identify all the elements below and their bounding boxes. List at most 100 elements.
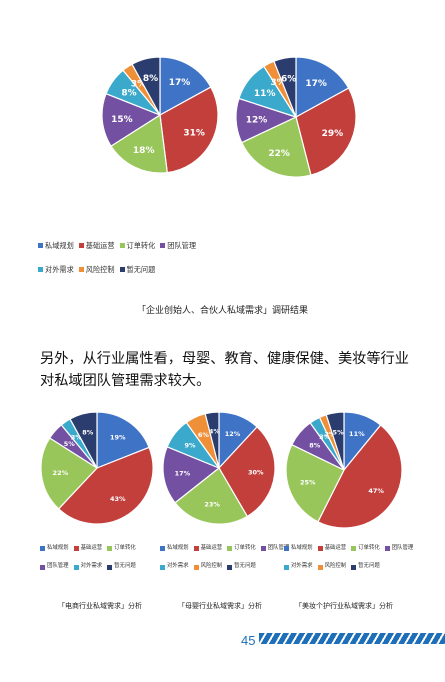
pie-slice-label: 25% bbox=[300, 479, 316, 487]
pie-slice-label: 17% bbox=[305, 79, 327, 89]
pie-chart-founder-2: 17% 29% 22% 12% 11%3%6% bbox=[235, 56, 357, 178]
legend-label: 基础运营 bbox=[85, 241, 115, 250]
top-legend: 私域规划 基础运营 订单转化 团队管理 对外需求 风险控制 暂无问题 bbox=[38, 242, 201, 290]
legend-swatch bbox=[384, 546, 390, 552]
legend-label: 对外需求 bbox=[291, 563, 313, 570]
legend-item: 订单转化 bbox=[119, 241, 156, 250]
legend-row: 对外需求 风险控制 暂无问题 bbox=[38, 266, 201, 273]
pie-chart-ecommerce: 19% 43% 22% 5%3%8% bbox=[40, 411, 154, 525]
legend-label: 团队管理 bbox=[47, 563, 69, 570]
pie-slice-label: 15% bbox=[111, 115, 133, 125]
pie-slice-label: 23% bbox=[204, 501, 220, 509]
pie-slice-label: 43% bbox=[110, 495, 126, 503]
legend-swatch bbox=[73, 564, 79, 570]
legend-item: 团队管理 bbox=[160, 242, 196, 249]
legend-swatch bbox=[351, 564, 357, 570]
legend-label: 风险控制 bbox=[85, 265, 115, 275]
pie-slice bbox=[204, 411, 220, 469]
legend-row: 团队管理 对外需求 暂无问题 bbox=[40, 563, 141, 570]
pie-slice bbox=[40, 437, 98, 510]
pie-slice-label: 3% bbox=[270, 78, 285, 88]
legend-item: 订单转化 bbox=[107, 545, 136, 552]
pie-slice-label: 5% bbox=[64, 440, 76, 448]
legend-swatch bbox=[284, 546, 289, 552]
legend-item: 风险控制 bbox=[78, 265, 115, 275]
legend-row: 私域规划 基础运营 订单转化 团队管理 bbox=[160, 545, 294, 552]
legend-swatch bbox=[107, 564, 113, 570]
legend-swatch bbox=[284, 564, 289, 570]
legend-swatch bbox=[73, 546, 79, 552]
pie-slice-label: 22% bbox=[268, 149, 290, 159]
legend-label: 私域规划 bbox=[291, 545, 313, 551]
legend-label: 对外需求 bbox=[80, 563, 103, 570]
pie-slice bbox=[69, 411, 98, 469]
pie-slice-label: 9% bbox=[184, 441, 196, 449]
pie-slice-label: 8% bbox=[82, 428, 94, 436]
pie-slice bbox=[240, 116, 312, 178]
bottom-legend-ecommerce: 私域规划 基础运营 订单转化 团队管理 对外需求 暂无问题 bbox=[40, 545, 141, 583]
legend-swatch bbox=[227, 546, 233, 552]
legend-row: 私域规划 基础运营 订单转化 bbox=[40, 545, 141, 552]
legend-swatch bbox=[351, 546, 357, 552]
pie-slice bbox=[162, 445, 221, 504]
page-number: 45 bbox=[241, 633, 256, 648]
legend-item: 基础运营 bbox=[193, 545, 223, 552]
legend-item: 暂无问题 bbox=[119, 265, 156, 275]
legend-item: 私域规划 bbox=[160, 545, 189, 552]
legend-swatch bbox=[160, 243, 166, 249]
top-caption: 「企业创始人、合伙人私域需求」调研结果 bbox=[136, 306, 308, 316]
legend-item: 订单转化 bbox=[351, 545, 380, 552]
pie-slice-label: 30% bbox=[248, 468, 264, 476]
legend-label: 订单转化 bbox=[358, 545, 380, 551]
pie-slice bbox=[295, 87, 357, 176]
legend-swatch bbox=[38, 243, 43, 249]
legend-item: 风险控制 bbox=[193, 563, 222, 570]
legend-label: 基础运营 bbox=[200, 545, 223, 551]
legend-swatch bbox=[317, 546, 323, 552]
pie-slice-label: 8% bbox=[309, 442, 321, 450]
legend-item: 对外需求 bbox=[284, 563, 313, 570]
legend-label: 订单转化 bbox=[126, 241, 156, 250]
legend-swatch bbox=[193, 564, 199, 570]
pie-slice-label: 6% bbox=[198, 431, 210, 439]
legend-item: 基础运营 bbox=[78, 241, 115, 250]
legend-swatch bbox=[260, 546, 266, 552]
legend-swatch bbox=[317, 564, 323, 570]
legend-row: 对外需求 风险控制 暂无问题 bbox=[160, 563, 294, 570]
legend-label: 风险控制 bbox=[324, 563, 347, 570]
pie-slice bbox=[101, 92, 162, 147]
pie-slice-label: 31% bbox=[183, 129, 205, 139]
pie-slice-label: 17% bbox=[169, 78, 191, 88]
legend-label: 对外需求 bbox=[167, 563, 189, 570]
legend-item: 对外需求 bbox=[73, 563, 103, 570]
pie-slice-label: 18% bbox=[133, 146, 155, 156]
legend-label: 对外需求 bbox=[45, 265, 74, 275]
legend-label: 暂无问题 bbox=[126, 265, 156, 275]
bottom-caption-ecommerce: 「电商行业私域需求」分析 bbox=[58, 602, 142, 610]
pie-slice-label: 11% bbox=[254, 89, 276, 99]
pie-slice-label: 8% bbox=[143, 74, 158, 84]
legend-item: 风险控制 bbox=[317, 563, 347, 570]
pie-slice-label: 3% bbox=[319, 433, 331, 441]
legend-label: 基础运营 bbox=[80, 545, 103, 551]
legend-swatch bbox=[119, 267, 125, 273]
pie-slice bbox=[218, 426, 276, 518]
legend-item: 私域规划 bbox=[284, 545, 313, 552]
pie-slice bbox=[295, 56, 350, 119]
legend-swatch bbox=[38, 267, 43, 273]
legend-label: 团队管理 bbox=[391, 545, 414, 551]
pie-slice-label: 11% bbox=[349, 430, 365, 438]
pie-slice-label: 47% bbox=[368, 487, 384, 495]
pie-slice bbox=[325, 411, 345, 471]
pie-slice-label: 4% bbox=[209, 428, 221, 436]
pie-slice-label: 29% bbox=[322, 129, 344, 139]
legend-item: 暂无问题 bbox=[227, 563, 256, 570]
legend-label: 团队管理 bbox=[167, 241, 197, 250]
pie-slice bbox=[57, 446, 154, 525]
legend-label: 暂无问题 bbox=[358, 563, 380, 570]
pie-chart-maternal: 12% 30% 23% 17% 9%6% 4% bbox=[162, 411, 276, 525]
bottom-caption-maternal: 「母婴行业私域需求」分析 bbox=[178, 602, 262, 610]
legend-label: 基础运营 bbox=[324, 545, 347, 551]
legend-item: 私域规划 bbox=[40, 545, 69, 552]
pie-slice bbox=[131, 56, 161, 116]
